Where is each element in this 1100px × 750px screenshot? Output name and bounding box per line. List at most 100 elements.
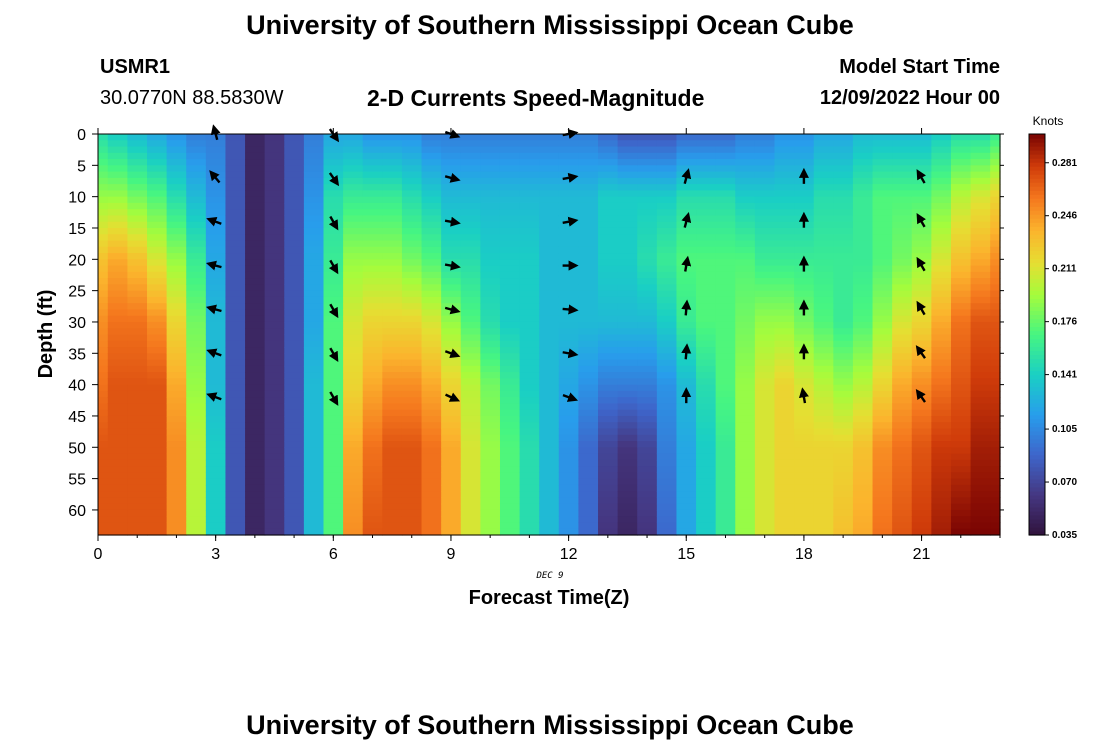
heatmap-cell (656, 209, 678, 217)
heatmap-cell (98, 397, 109, 405)
heatmap-cell (735, 466, 756, 473)
heatmap-cell (323, 278, 344, 285)
heatmap-cell (833, 234, 854, 242)
heatmap-cell (147, 190, 168, 198)
heatmap-cell (637, 334, 658, 342)
heatmap-cell (186, 372, 207, 379)
heatmap-cell (519, 390, 540, 398)
heatmap-cell (441, 478, 462, 486)
heatmap-cell (911, 177, 932, 185)
heatmap-cell (382, 459, 403, 467)
heatmap-cell (460, 522, 481, 530)
heatmap-cell (578, 397, 599, 405)
heatmap-cell (127, 403, 148, 411)
heatmap-cell (754, 259, 776, 267)
colorbar-segment (1029, 146, 1045, 151)
heatmap-cell (598, 290, 619, 298)
heatmap-cell (382, 246, 403, 254)
heatmap-cell (676, 484, 697, 492)
heatmap-cell (323, 165, 344, 173)
heatmap-cell (656, 202, 678, 210)
heatmap-cell (558, 372, 580, 379)
heatmap-cell (696, 403, 717, 411)
heatmap-cell (441, 290, 462, 298)
heatmap-cell (460, 253, 481, 260)
heatmap-cell (754, 484, 776, 492)
page-title: University of Southern Mississippi Ocean… (246, 10, 854, 40)
heatmap-cell (539, 365, 560, 373)
heatmap-cell (990, 152, 1001, 160)
heatmap-cell (186, 246, 207, 254)
heatmap-cell (460, 372, 481, 379)
heatmap-cell (382, 234, 403, 242)
heatmap-cell (950, 372, 972, 379)
heatmap-cell (166, 196, 187, 204)
heatmap-cell (637, 209, 658, 217)
heatmap-cell (499, 334, 521, 342)
heatmap-cell (598, 497, 619, 505)
heatmap-cell (950, 259, 972, 267)
heatmap-cell (852, 202, 874, 210)
colorbar-segment (1029, 374, 1045, 380)
heatmap-cell (147, 290, 168, 298)
heatmap-cell (892, 478, 913, 486)
heatmap-cell (460, 491, 481, 499)
heatmap-cell (284, 140, 305, 148)
heatmap-cell (715, 522, 736, 530)
heatmap-cell (303, 146, 325, 154)
heatmap-cell (519, 209, 540, 217)
heatmap-cell (127, 516, 148, 524)
heatmap-cell (539, 246, 560, 254)
heatmap-cell (98, 234, 109, 242)
heatmap-cell (950, 152, 972, 160)
heatmap-cell (284, 315, 305, 323)
heatmap-cell (225, 453, 246, 461)
heatmap-cell (794, 321, 815, 329)
heatmap-cell (970, 227, 991, 235)
heatmap-cell (990, 278, 1001, 285)
heatmap-cell (696, 397, 717, 405)
heatmap-cell (656, 190, 678, 198)
heatmap-cell (205, 466, 227, 473)
heatmap-cell (598, 390, 619, 398)
heatmap-cell (813, 509, 834, 517)
heatmap-cell (382, 466, 403, 473)
heatmap-cell (872, 209, 893, 217)
heatmap-cell (362, 234, 383, 242)
heatmap-cell (362, 503, 383, 511)
heatmap-cell (98, 409, 109, 417)
heatmap-cell (225, 484, 246, 492)
heatmap-cell (656, 528, 678, 536)
heatmap-cell (107, 309, 129, 317)
y-tick-label: 55 (68, 472, 86, 489)
heatmap-cell (774, 447, 795, 455)
heatmap-cell (833, 497, 854, 505)
heatmap-cell (970, 184, 991, 191)
heatmap-cell (774, 359, 795, 367)
heatmap-cell (794, 378, 815, 386)
heatmap-cell (813, 309, 834, 317)
heatmap-cell (166, 409, 187, 417)
heatmap-cell (205, 296, 227, 304)
heatmap-cell (774, 372, 795, 379)
heatmap-cell (147, 441, 168, 448)
heatmap-cell (931, 159, 952, 166)
heatmap-cell (598, 466, 619, 473)
heatmap-cell (284, 184, 305, 191)
heatmap-cell (852, 271, 874, 279)
current-vector-arrow (328, 172, 340, 187)
heatmap-cell (794, 227, 815, 235)
heatmap-cell (931, 196, 952, 204)
heatmap-cell (343, 184, 364, 191)
heatmap-cell (441, 296, 462, 304)
heatmap-cell (990, 340, 1001, 348)
heatmap-cell (127, 227, 148, 235)
heatmap-cell (931, 190, 952, 198)
heatmap-cell (441, 359, 462, 367)
heatmap-cell (970, 528, 991, 536)
heatmap-cell (401, 140, 423, 148)
heatmap-cell (617, 340, 638, 348)
heatmap-cell (754, 265, 776, 273)
heatmap-cell (284, 466, 305, 473)
